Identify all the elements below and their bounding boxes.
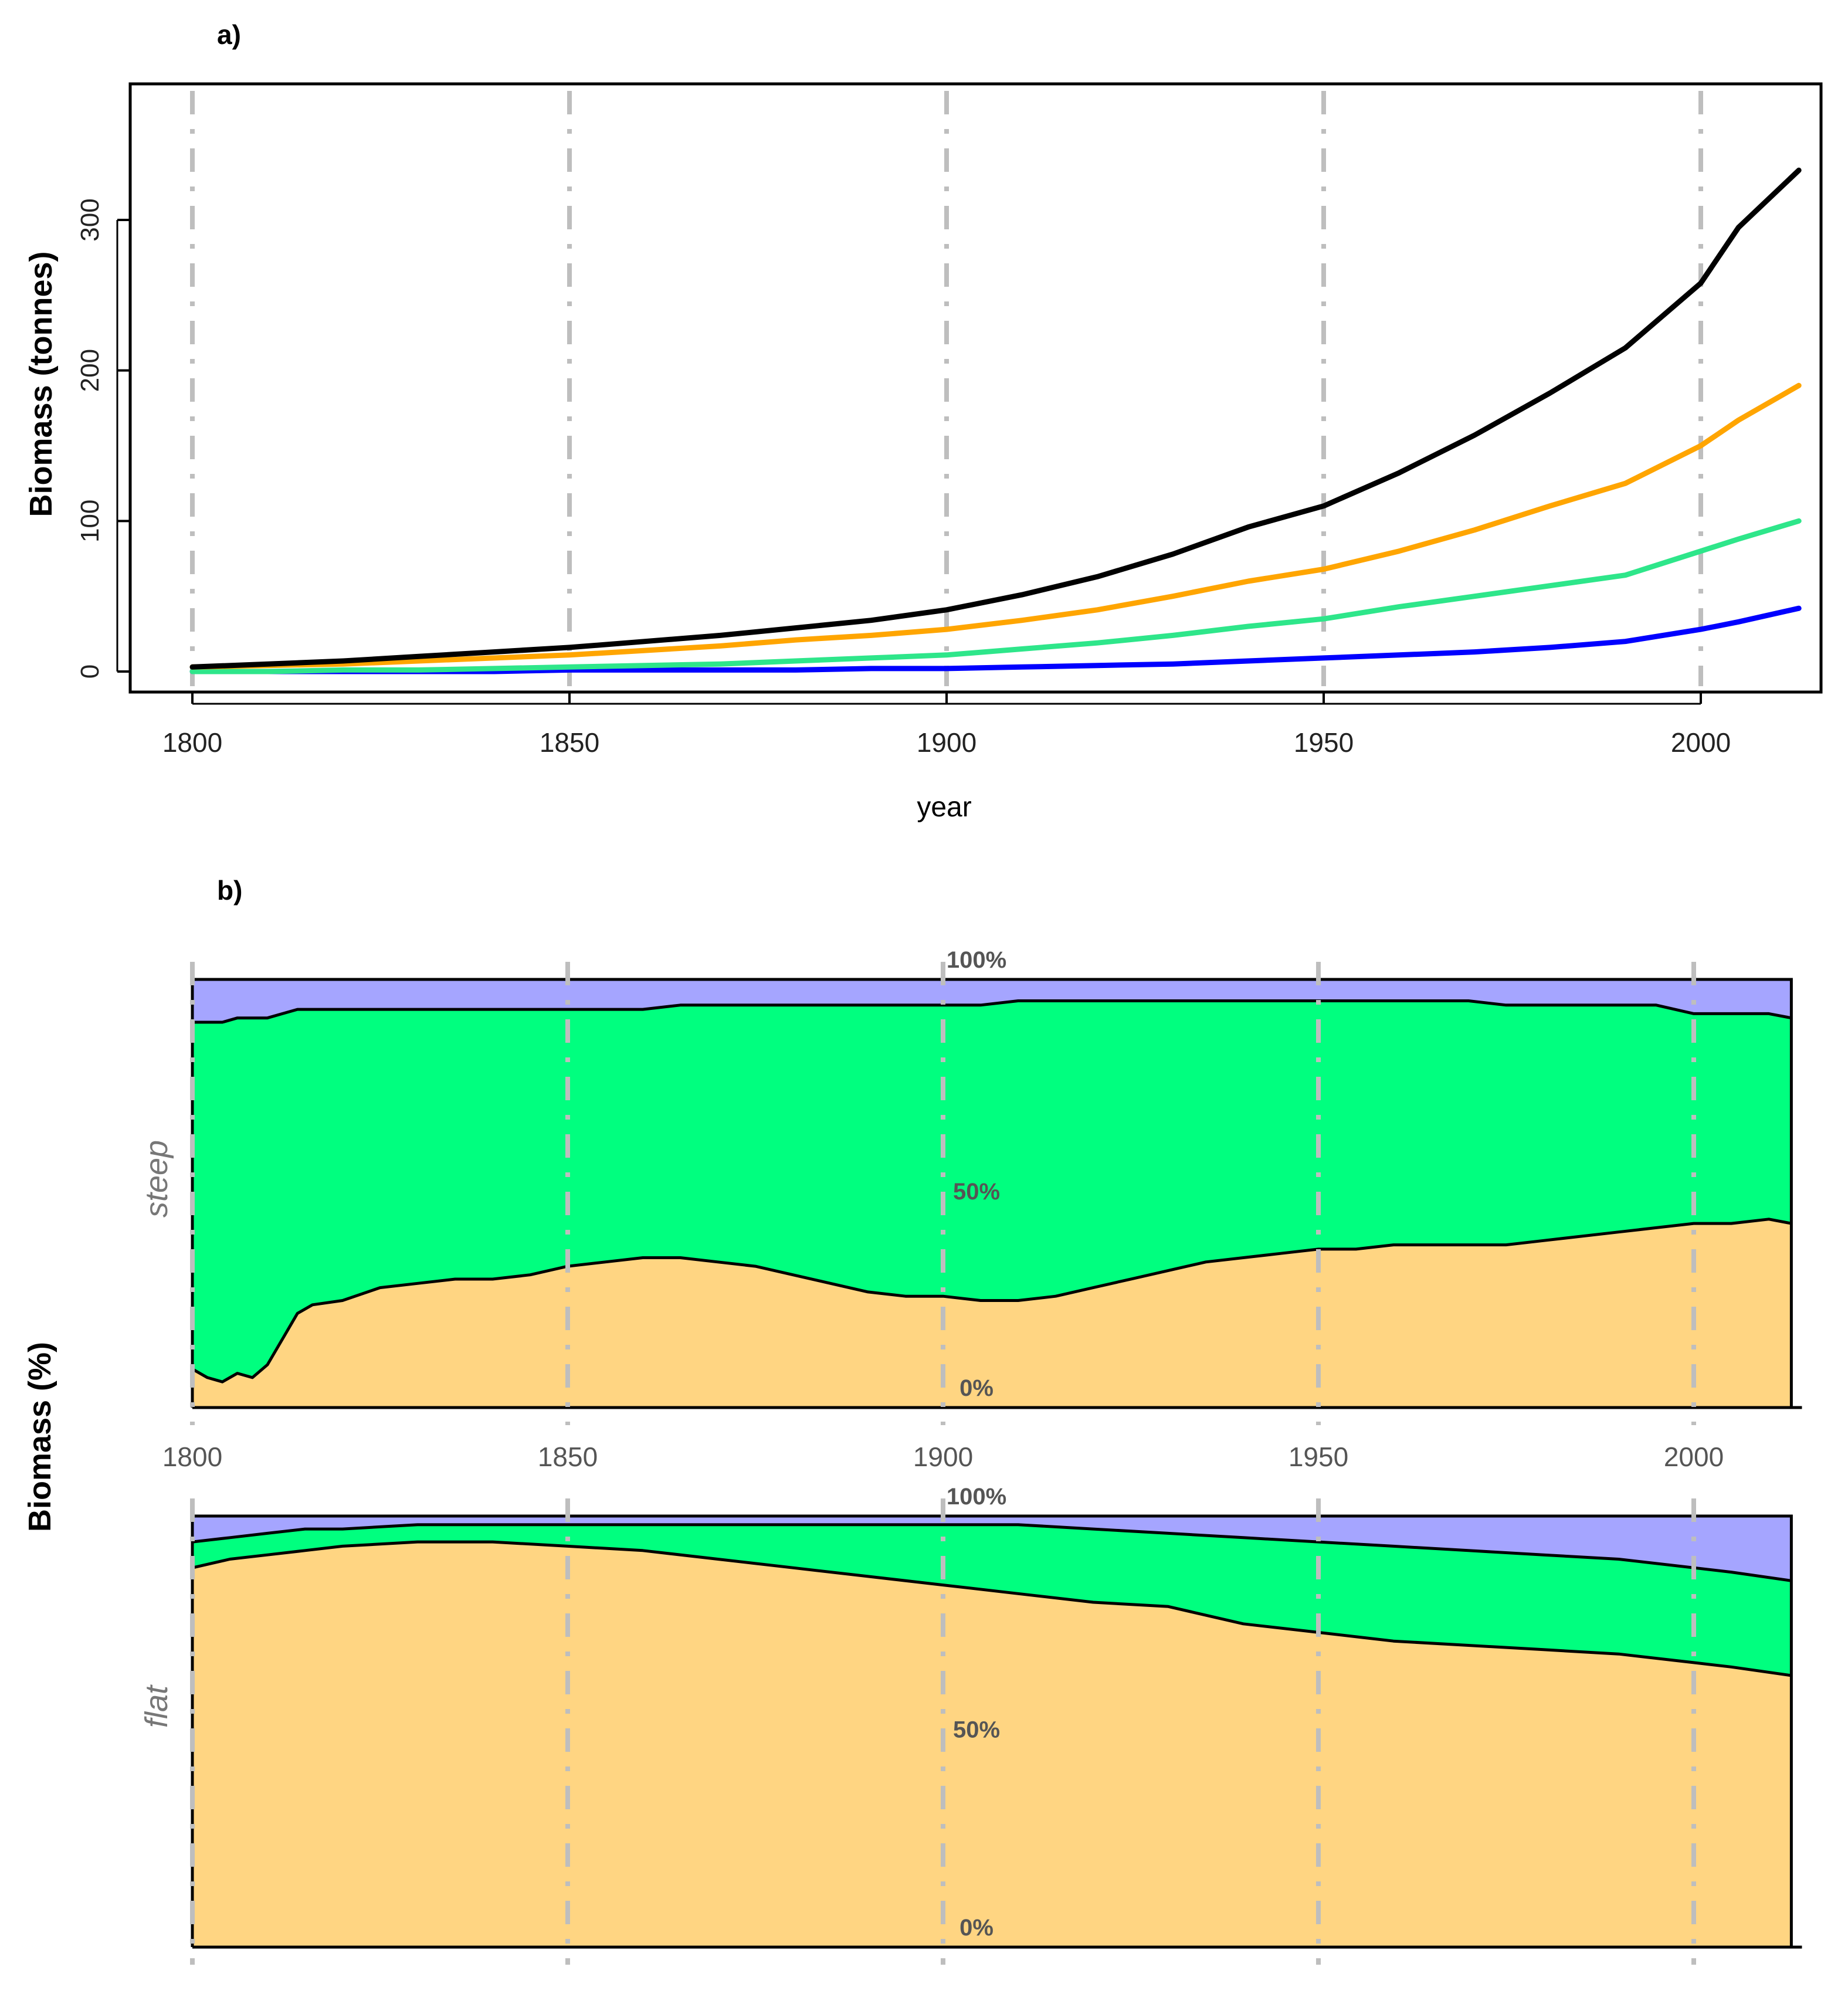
flat-percent-label: 100% xyxy=(947,1484,1006,1510)
y-tick-label: 100 xyxy=(76,500,104,542)
y-tick-label: 300 xyxy=(76,198,104,241)
panel-label-a: a) xyxy=(217,19,241,50)
x-tick-label: 1850 xyxy=(540,727,599,758)
y-axis-label: Biomass (tonnes) xyxy=(23,251,59,517)
steep-area-blue xyxy=(192,979,1792,1022)
b-x-tick-label: 2000 xyxy=(1664,1442,1724,1472)
b-x-tick-label: 1950 xyxy=(1288,1442,1348,1472)
b-x-tick-label: 1900 xyxy=(913,1442,973,1472)
steep-percent-label: 100% xyxy=(947,947,1006,973)
x-tick-label: 1900 xyxy=(917,727,976,758)
steep-area-panel: 100% 50% 0% steep xyxy=(139,947,1802,1425)
steep-area-green xyxy=(192,1001,1792,1382)
row-label-flat: flat xyxy=(139,1684,174,1728)
steep-percent-label: 0% xyxy=(959,1375,993,1401)
flat-stacked-areas xyxy=(191,1514,1802,1949)
row-label-steep: steep xyxy=(139,1140,174,1218)
x-axis-label: year xyxy=(917,792,971,823)
steep-boundary-orange xyxy=(191,1218,1792,1384)
chart-b-biomass-percent: b) Biomass (%) 100%50%0% steep 1800 1850 1… xyxy=(22,875,1802,1965)
x-tick-label: 1800 xyxy=(162,727,222,758)
vertical-reference-lines xyxy=(190,91,1703,686)
plot-frame-a xyxy=(128,82,1823,694)
b-x-tick-label: 1800 xyxy=(162,1442,222,1472)
y-tick-label: 200 xyxy=(76,349,104,392)
flat-area-orange xyxy=(192,1542,1792,1947)
x-tick-label: 2000 xyxy=(1671,727,1731,758)
steep-vertical-reference-lines xyxy=(190,962,1696,1425)
flat-area-blue xyxy=(192,1516,1792,1581)
b-x-tick-label: 1850 xyxy=(538,1442,598,1472)
flat-area-panel: 100% 50% 0% flat xyxy=(139,1484,1802,1965)
y-tick-label: 0 xyxy=(76,664,104,679)
panel-label-b: b) xyxy=(217,875,242,906)
steep-area-orange xyxy=(192,1219,1792,1408)
flat-boundary-green xyxy=(192,1523,1792,1582)
steep-percent-labels: 100% 50% 0% xyxy=(947,947,1006,1401)
y-axis-ticks: 0 100 200 300 xyxy=(76,198,130,679)
series-line-green xyxy=(189,518,1802,674)
steep-percent-label: 50% xyxy=(953,1179,1000,1205)
flat-percent-label: 50% xyxy=(953,1717,1000,1743)
shared-x-tick-labels: 1800 1850 1900 1950 2000 xyxy=(162,1442,1724,1472)
series-line-orange xyxy=(189,382,1802,670)
series-lines xyxy=(189,167,1802,674)
flat-area-green xyxy=(192,1524,1792,1676)
series-line-total xyxy=(189,167,1802,670)
steep-stacked-areas xyxy=(191,978,1802,1409)
flat-vertical-reference-lines xyxy=(190,1498,1696,1965)
flat-boundary-orange xyxy=(192,1540,1792,1677)
flat-percent-label: 0% xyxy=(959,1915,993,1941)
x-axis-ticks: 1800 1850 1900 1950 2000 xyxy=(162,692,1731,758)
flat-percent-labels: 100% 50% 0% xyxy=(947,1484,1006,1941)
y-axis-label-b: Biomass (%) xyxy=(22,1342,57,1532)
steep-boundary-green xyxy=(192,999,1792,1024)
x-tick-label: 1950 xyxy=(1294,727,1354,758)
